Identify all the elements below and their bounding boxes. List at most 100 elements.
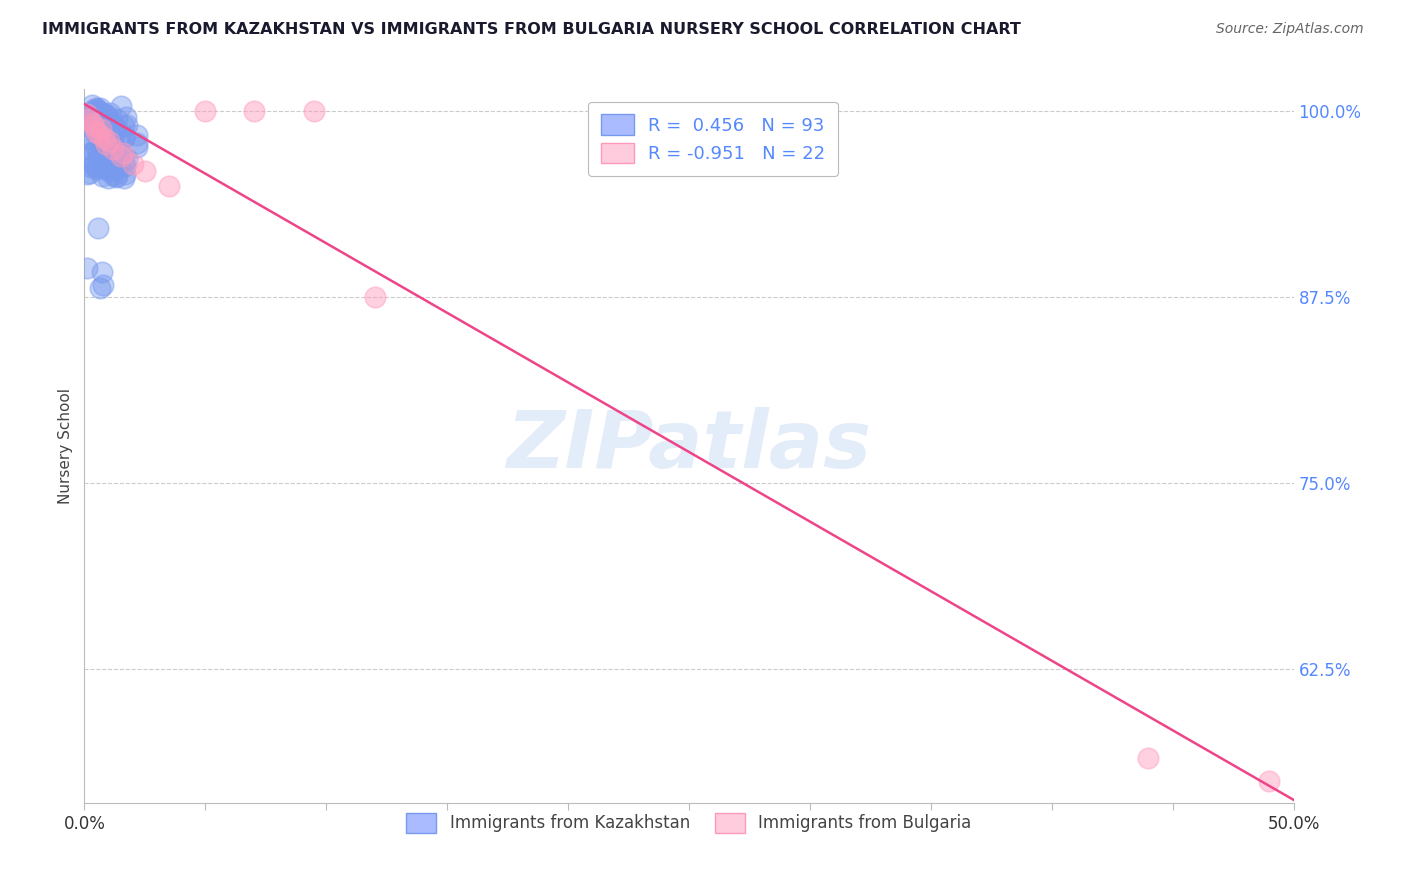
- Point: [194, 104, 217, 119]
- Point: [112, 119, 135, 133]
- Point: [97, 170, 120, 185]
- Point: [110, 99, 132, 113]
- Legend: Immigrants from Kazakhstan, Immigrants from Bulgaria: Immigrants from Kazakhstan, Immigrants f…: [398, 805, 980, 841]
- Point: [93, 151, 115, 165]
- Point: [107, 151, 129, 165]
- Point: [115, 118, 138, 132]
- Point: [90, 122, 112, 136]
- Point: [86, 162, 108, 177]
- Point: [112, 170, 135, 185]
- Point: [93, 112, 115, 126]
- Point: [83, 159, 105, 173]
- Point: [83, 120, 105, 134]
- Point: [97, 134, 120, 148]
- Point: [77, 142, 100, 156]
- Point: [108, 151, 131, 165]
- Point: [97, 132, 120, 146]
- Point: [79, 106, 101, 120]
- Point: [79, 166, 101, 180]
- Point: [100, 126, 122, 140]
- Point: [96, 108, 118, 122]
- Point: [1137, 751, 1160, 765]
- Text: Source: ZipAtlas.com: Source: ZipAtlas.com: [1216, 22, 1364, 37]
- Point: [103, 142, 125, 156]
- Point: [82, 106, 104, 120]
- Point: [86, 102, 108, 116]
- Point: [79, 161, 101, 175]
- Point: [96, 163, 118, 178]
- Point: [89, 159, 111, 173]
- Point: [89, 101, 111, 115]
- Point: [110, 149, 132, 163]
- Point: [82, 103, 104, 117]
- Point: [79, 145, 101, 160]
- Point: [87, 221, 110, 235]
- Point: [363, 290, 385, 304]
- Point: [94, 159, 117, 173]
- Point: [87, 115, 110, 129]
- Point: [89, 281, 111, 295]
- Point: [83, 145, 105, 160]
- Point: [76, 260, 98, 275]
- Point: [104, 139, 127, 153]
- Point: [114, 129, 136, 144]
- Point: [112, 130, 135, 145]
- Point: [90, 265, 112, 279]
- Point: [96, 132, 118, 146]
- Text: IMMIGRANTS FROM KAZAKHSTAN VS IMMIGRANTS FROM BULGARIA NURSERY SCHOOL CORRELATIO: IMMIGRANTS FROM KAZAKHSTAN VS IMMIGRANTS…: [42, 22, 1021, 37]
- Point: [91, 277, 114, 292]
- Point: [86, 123, 108, 137]
- Point: [125, 128, 148, 143]
- Point: [79, 112, 101, 127]
- Point: [103, 118, 125, 132]
- Point: [90, 112, 112, 127]
- Point: [90, 155, 112, 169]
- Point: [121, 156, 143, 170]
- Point: [76, 167, 98, 181]
- Point: [94, 136, 117, 150]
- Point: [105, 122, 128, 136]
- Point: [94, 159, 117, 173]
- Point: [76, 107, 98, 121]
- Point: [127, 136, 149, 150]
- Point: [112, 146, 135, 161]
- Point: [93, 112, 115, 126]
- Point: [112, 154, 135, 169]
- Point: [84, 113, 107, 128]
- Point: [94, 136, 117, 151]
- Point: [83, 124, 105, 138]
- Point: [242, 104, 264, 119]
- Point: [79, 111, 101, 125]
- Point: [86, 125, 108, 139]
- Point: [157, 178, 180, 193]
- Point: [105, 112, 128, 127]
- Point: [80, 97, 103, 112]
- Point: [97, 161, 120, 176]
- Point: [302, 104, 325, 119]
- Point: [94, 157, 117, 171]
- Point: [104, 120, 127, 134]
- Point: [114, 167, 136, 181]
- Point: [91, 109, 114, 123]
- Point: [97, 136, 120, 150]
- Point: [91, 105, 114, 120]
- Point: [90, 138, 112, 153]
- Point: [108, 127, 131, 141]
- Point: [80, 116, 103, 130]
- Point: [1258, 773, 1281, 788]
- Point: [98, 106, 121, 120]
- Point: [134, 164, 156, 178]
- Point: [83, 156, 105, 170]
- Point: [84, 140, 107, 154]
- Point: [76, 131, 98, 145]
- Point: [82, 122, 104, 136]
- Point: [103, 161, 125, 176]
- Point: [91, 117, 114, 131]
- Point: [87, 103, 110, 118]
- Point: [115, 110, 138, 124]
- Text: ZIPatlas: ZIPatlas: [506, 407, 872, 485]
- Point: [93, 145, 115, 159]
- Point: [96, 111, 118, 125]
- Point: [87, 127, 110, 141]
- Point: [94, 133, 117, 147]
